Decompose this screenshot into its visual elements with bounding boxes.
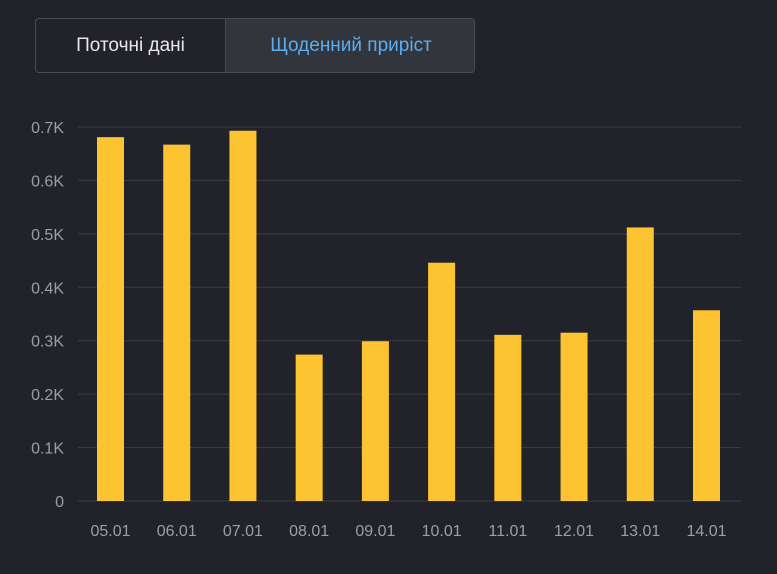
bar[interactable] xyxy=(97,137,124,501)
x-tick-label: 13.01 xyxy=(620,523,660,540)
x-tick-label: 14.01 xyxy=(686,523,726,540)
x-tick-label: 09.01 xyxy=(355,523,395,540)
y-tick-label: 0.4K xyxy=(31,280,64,297)
y-tick-label: 0.1K xyxy=(31,441,64,458)
x-tick-label: 08.01 xyxy=(289,523,329,540)
bar[interactable] xyxy=(693,310,720,501)
y-tick-label: 0.2K xyxy=(31,387,64,404)
x-axis-tick-labels: 05.01 06.01 07.01 08.01 09.01 10.01 11.01 12.01… xyxy=(90,523,726,540)
y-tick-label: 0.6K xyxy=(31,173,64,190)
y-axis-tick-labels: 0 0.1K 0.2K 0.3K 0.4K 0.5K 0.6K 0.7K xyxy=(31,120,64,511)
bar[interactable] xyxy=(428,262,456,501)
tab-daily-growth[interactable]: Щоденний приріст xyxy=(225,19,474,72)
x-tick-label: 06.01 xyxy=(157,523,197,540)
view-toggle: Поточні дані Щоденний приріст xyxy=(35,18,475,73)
bar[interactable] xyxy=(229,130,257,502)
y-tick-label: 0.7K xyxy=(31,120,64,137)
x-tick-label: 12.01 xyxy=(554,523,594,540)
tab-current-data[interactable]: Поточні дані xyxy=(36,19,225,72)
x-tick-label: 10.01 xyxy=(422,523,462,540)
y-tick-label: 0.3K xyxy=(31,334,64,351)
bar[interactable] xyxy=(163,144,191,502)
bars xyxy=(97,130,720,502)
x-tick-label: 07.01 xyxy=(223,523,263,540)
bar[interactable] xyxy=(494,334,522,501)
bar[interactable] xyxy=(295,354,323,501)
x-tick-label: 11.01 xyxy=(488,523,527,540)
y-tick-label: 0.5K xyxy=(31,227,64,244)
bar[interactable] xyxy=(626,227,654,501)
y-tick-label: 0 xyxy=(55,494,64,511)
bar[interactable] xyxy=(560,332,588,501)
x-tick-label: 05.01 xyxy=(90,523,130,540)
bar[interactable] xyxy=(361,341,389,501)
